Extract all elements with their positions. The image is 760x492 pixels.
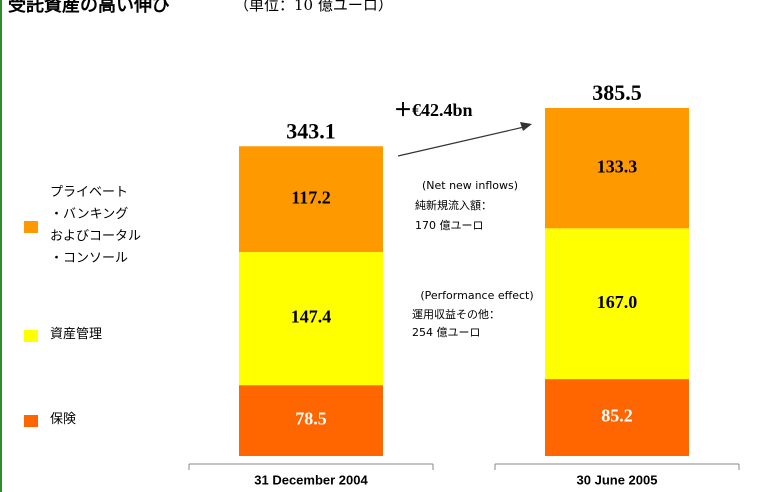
bar-segment: [545, 108, 689, 229]
bar-segment: [545, 228, 689, 380]
legend-label: 保険: [50, 412, 77, 427]
legend-label: 資産管理: [50, 327, 103, 342]
legend-swatch: [24, 415, 38, 427]
x-tick-label: 30 June 2005: [577, 472, 658, 487]
bar-segment: [239, 252, 383, 386]
annotation: 運用収益その他：: [412, 307, 500, 321]
value-label: 78.5: [295, 409, 327, 429]
bar-segment: [545, 379, 689, 456]
annotation: 170 億ユーロ: [415, 219, 484, 232]
value-label: 117.2: [291, 187, 331, 207]
value-label: 85.2: [601, 406, 633, 426]
legend-label: プライベート ・バンキング およびコータル ・コンソール: [50, 185, 142, 266]
value-label: 133.3: [597, 156, 638, 176]
annotation: (Net new inflows): [422, 179, 518, 192]
legend-swatch: [24, 330, 38, 342]
bar-segment: [239, 146, 383, 253]
arrow-head: [520, 122, 532, 131]
x-tick-label: 31 December 2004: [254, 472, 368, 487]
change-label: ＋€42.4bn: [394, 100, 473, 120]
arrow: [397, 126, 525, 157]
chart-title: 受託資産の高い伸び: [8, 0, 171, 16]
annotation: (Performance effect): [420, 289, 533, 302]
value-label: 167.0: [597, 292, 638, 312]
chart-subtitle: （単位：10 億ユーロ）: [234, 0, 393, 14]
annotation: 純新規流入額：: [415, 198, 492, 212]
annotation: 254 億ユーロ: [412, 326, 481, 339]
value-label: 147.4: [291, 307, 332, 327]
total-label: 343.1: [286, 118, 336, 143]
total-label: 385.5: [592, 80, 642, 105]
legend-swatch: [24, 221, 38, 233]
bar-segment: [239, 385, 383, 456]
